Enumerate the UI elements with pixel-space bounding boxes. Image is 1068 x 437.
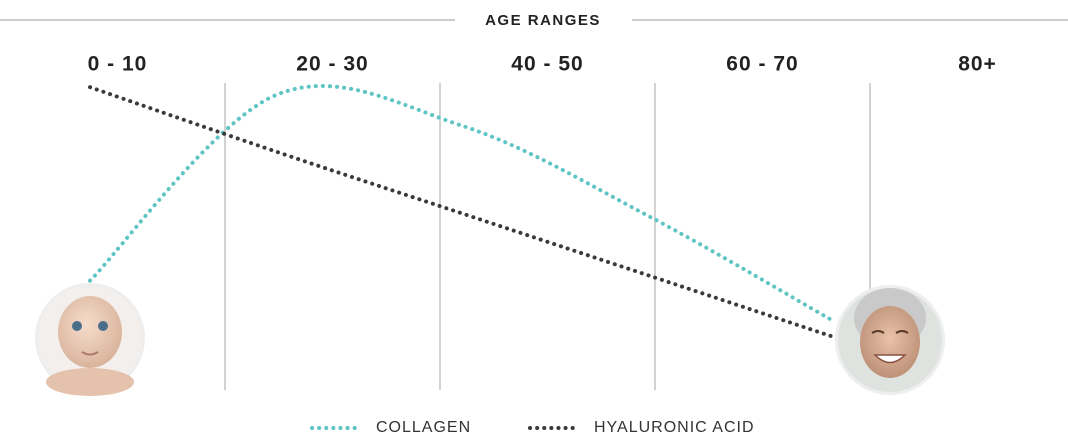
series-line: [88, 85, 837, 340]
legend: COLLAGEN HYALURONIC ACID: [310, 419, 755, 436]
eye: [98, 321, 108, 331]
mouth: [81, 351, 99, 356]
x-tick-label: 0 - 10: [88, 53, 148, 76]
x-tick-label: 80+: [958, 53, 997, 76]
eye: [72, 321, 82, 331]
series-line: [88, 84, 837, 324]
face: [58, 296, 122, 368]
smile: [873, 354, 907, 364]
legend-label: HYALURONIC ACID: [594, 419, 755, 436]
x-tick-label: 40 - 50: [511, 53, 583, 76]
chart-title: AGE RANGES: [485, 12, 601, 29]
body: [46, 368, 134, 396]
x-tick-label: 60 - 70: [726, 53, 798, 76]
eyes: [871, 330, 909, 334]
face: [860, 306, 920, 378]
senior-photo: [835, 285, 945, 395]
plot-area: [88, 84, 837, 340]
legend-label: COLLAGEN: [376, 419, 471, 436]
baby-photo: [35, 283, 145, 396]
x-tick-label: 20 - 30: [296, 53, 368, 76]
dividers: [224, 83, 871, 390]
